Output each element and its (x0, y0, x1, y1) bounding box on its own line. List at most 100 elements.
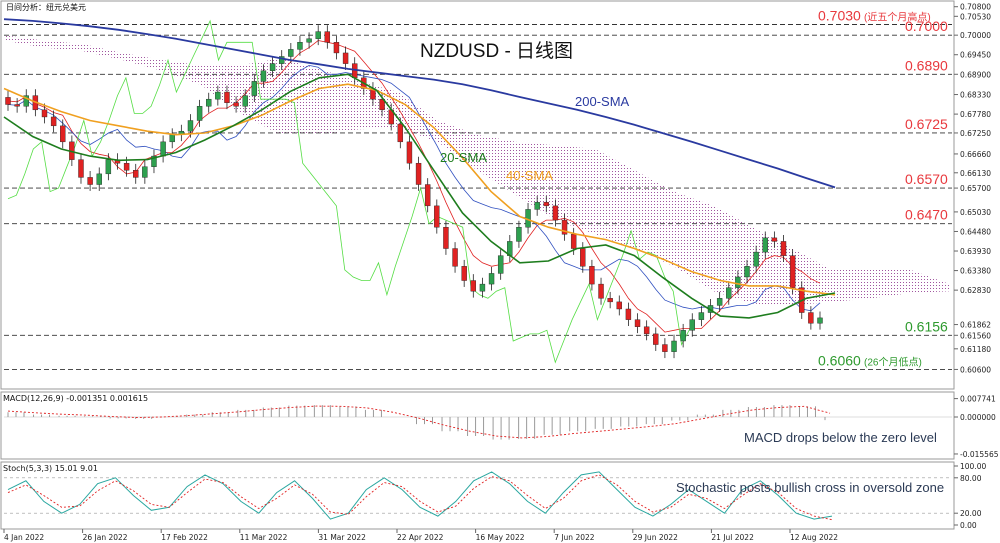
candle (625, 308, 632, 320)
candle (516, 226, 522, 242)
y-tick-0.70800: 0.70800 (960, 3, 991, 12)
sma-line-20-SMA (3, 73, 836, 319)
candle (443, 226, 449, 249)
candle (698, 312, 705, 320)
candle (570, 234, 577, 249)
candle (488, 273, 495, 285)
candle (662, 344, 668, 352)
candle (424, 184, 431, 207)
stoch-k-line (7, 471, 833, 520)
y-tick-0.68900: 0.68900 (960, 70, 991, 79)
candle (616, 301, 622, 310)
stoch-tick-20.00: 20.00 (960, 509, 982, 518)
macd-series (4, 405, 952, 440)
level-label-0.6890: 0.6890 (905, 57, 948, 73)
y-tick-0.62830: 0.62830 (960, 286, 991, 295)
candle (561, 219, 568, 235)
candle (233, 102, 239, 107)
candle (260, 70, 267, 82)
y-tick-0.60600: 0.60600 (960, 365, 991, 374)
stoch-title: Stoch(5,3,3) 15.01 9.01 (3, 464, 98, 473)
y-tick-0.68330: 0.68330 (960, 91, 991, 100)
x-tick-6: 16 May 2022 (476, 533, 525, 542)
candle (689, 319, 695, 331)
x-tick-7: 7 Jun 2022 (554, 533, 595, 542)
stoch-tick-80.00: 80.00 (960, 474, 982, 483)
sma200-label: 200-SMA (575, 94, 630, 109)
candle (643, 326, 650, 335)
sma-line-200-SMA (3, 18, 836, 189)
candle (288, 49, 294, 57)
candle (653, 333, 659, 345)
cloud-area (4, 35, 950, 306)
x-tick-2: 17 Feb 2022 (161, 533, 208, 542)
candle (808, 312, 814, 324)
candle (479, 283, 486, 292)
y-tick-0.67780: 0.67780 (960, 110, 991, 119)
level-label-0.7030: 0.7030 (818, 7, 861, 23)
candle (297, 42, 303, 50)
candle (279, 56, 285, 64)
macd-tick-0.000000: 0.000000 (960, 413, 996, 422)
stoch-d-line (7, 474, 833, 521)
chikou-line (7, 19, 691, 364)
chart-title: NZDUSD - 日线图 (420, 40, 573, 62)
candle (50, 116, 57, 127)
y-tick-0.61862: 0.61862 (960, 321, 991, 330)
x-tick-9: 21 Jul 2022 (711, 533, 754, 542)
x-tick-0: 4 Jan 2022 (4, 533, 44, 542)
level-label-0.6060: 0.6060 (818, 352, 861, 368)
candle (187, 120, 194, 132)
stoch-tick-0.00: 0.00 (960, 521, 977, 530)
horizontal-levels (4, 24, 952, 370)
x-tick-1: 26 Jan 2022 (83, 533, 128, 542)
candle (196, 106, 203, 121)
candle (105, 159, 112, 175)
y-tick-0.65030: 0.65030 (960, 208, 991, 217)
macd-signal-line (7, 405, 831, 439)
candle (324, 31, 331, 43)
y-tick-0.61560: 0.61560 (960, 331, 991, 340)
candle (780, 241, 787, 256)
candle (224, 91, 230, 103)
level-note-0.6060: (26个月低点) (864, 355, 922, 368)
y-tick-0.70000: 0.70000 (960, 31, 991, 40)
level-label-0.6470: 0.6470 (905, 207, 948, 223)
candle (5, 97, 11, 105)
candle (342, 52, 349, 64)
candle (726, 287, 732, 299)
kijun-line (7, 64, 821, 312)
y-tick-0.63930: 0.63930 (960, 247, 991, 256)
y-tick-0.69450: 0.69450 (960, 51, 991, 60)
stochastic-series (4, 471, 952, 521)
candle (315, 31, 321, 39)
candle (817, 317, 823, 324)
candle (580, 248, 586, 267)
candle (552, 205, 559, 221)
candle (151, 155, 157, 167)
candle (206, 98, 212, 107)
candle (96, 173, 102, 185)
x-axis-labels: 4 Jan 2022 26 Jan 2022 17 Feb 2022 11 Mar 2… (3, 529, 838, 542)
candle (452, 248, 458, 267)
ichimoku-cloud (4, 35, 950, 306)
candle (379, 98, 385, 111)
level-label-0.6570: 0.6570 (905, 171, 948, 187)
stoch-annotation: Stochastic posts bullish cross in overso… (676, 480, 944, 495)
candle (789, 255, 796, 288)
candle (771, 237, 778, 242)
candle (634, 319, 641, 327)
candle (306, 38, 312, 43)
candle (461, 266, 467, 281)
candle (23, 95, 29, 107)
y-tick-0.64480: 0.64480 (960, 227, 991, 236)
macd-annotation: MACD drops below the zero level (744, 430, 937, 445)
candle (251, 81, 258, 96)
tenkan-line (7, 40, 821, 333)
level-labels: 0.7030 (近五个月高点)0.7000 0.6890 0.6725 0.6570 0.… (818, 7, 948, 368)
candle (680, 330, 686, 342)
candle (78, 159, 84, 178)
y-tick-0.67250: 0.67250 (960, 129, 991, 138)
